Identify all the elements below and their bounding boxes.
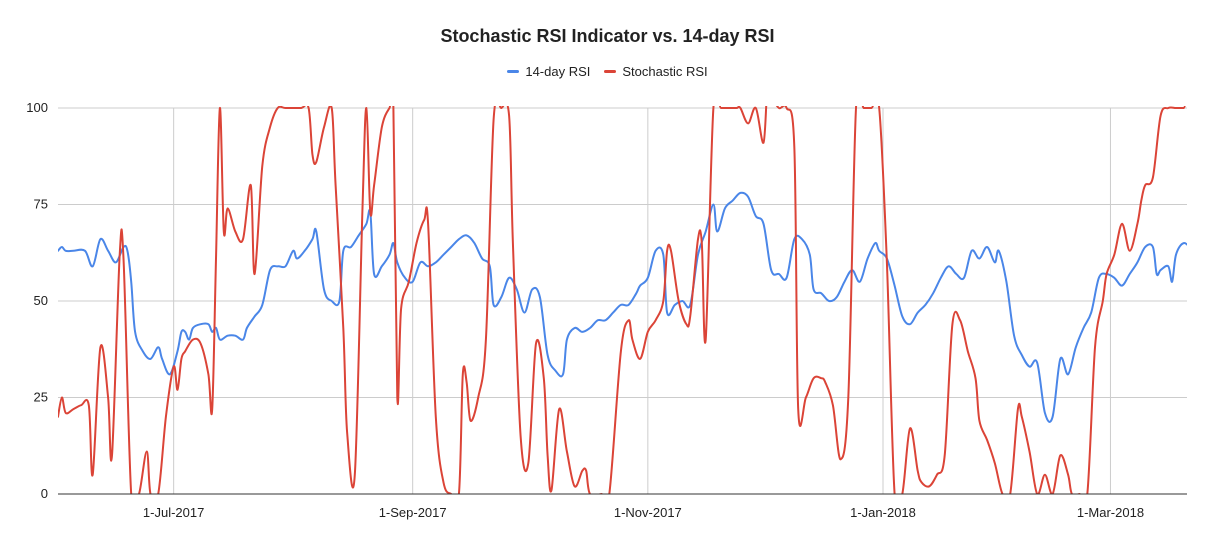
legend-label-14-day-rsi: 14-day RSI: [525, 64, 591, 79]
y-tick-label-50: 50: [34, 293, 48, 308]
legend-swatch-stochastic-rsi: [604, 70, 617, 73]
series-line-14-day-rsi: [58, 191, 1187, 423]
legend-label-stochastic-rsi: Stochastic RSI: [622, 64, 708, 79]
series-line-stochastic-rsi: [58, 106, 1186, 494]
x-tick-label-1-Nov-2017: 1-Nov-2017: [614, 505, 682, 520]
chart-title: Stochastic RSI Indicator vs. 14-day RSI: [440, 26, 775, 46]
y-tick-label-75: 75: [34, 197, 48, 212]
chart-legend[interactable]: 14-day RSI Stochastic RSI: [0, 64, 1215, 79]
y-tick-label-0: 0: [41, 486, 48, 501]
legend-swatch-14-day-rsi: [507, 70, 520, 73]
x-tick-label-1-Sep-2017: 1-Sep-2017: [379, 505, 447, 520]
y-tick-label-25: 25: [34, 390, 48, 405]
x-tick-label-1-Jul-2017: 1-Jul-2017: [143, 505, 204, 520]
x-tick-label-1-Jan-2018: 1-Jan-2018: [850, 505, 916, 520]
legend-item-stochastic-rsi[interactable]: Stochastic RSI: [604, 64, 708, 79]
y-tick-label-100: 100: [26, 100, 48, 115]
legend-item-14-day-rsi[interactable]: 14-day RSI: [507, 64, 590, 79]
x-tick-label-1-Mar-2018: 1-Mar-2018: [1077, 505, 1144, 520]
